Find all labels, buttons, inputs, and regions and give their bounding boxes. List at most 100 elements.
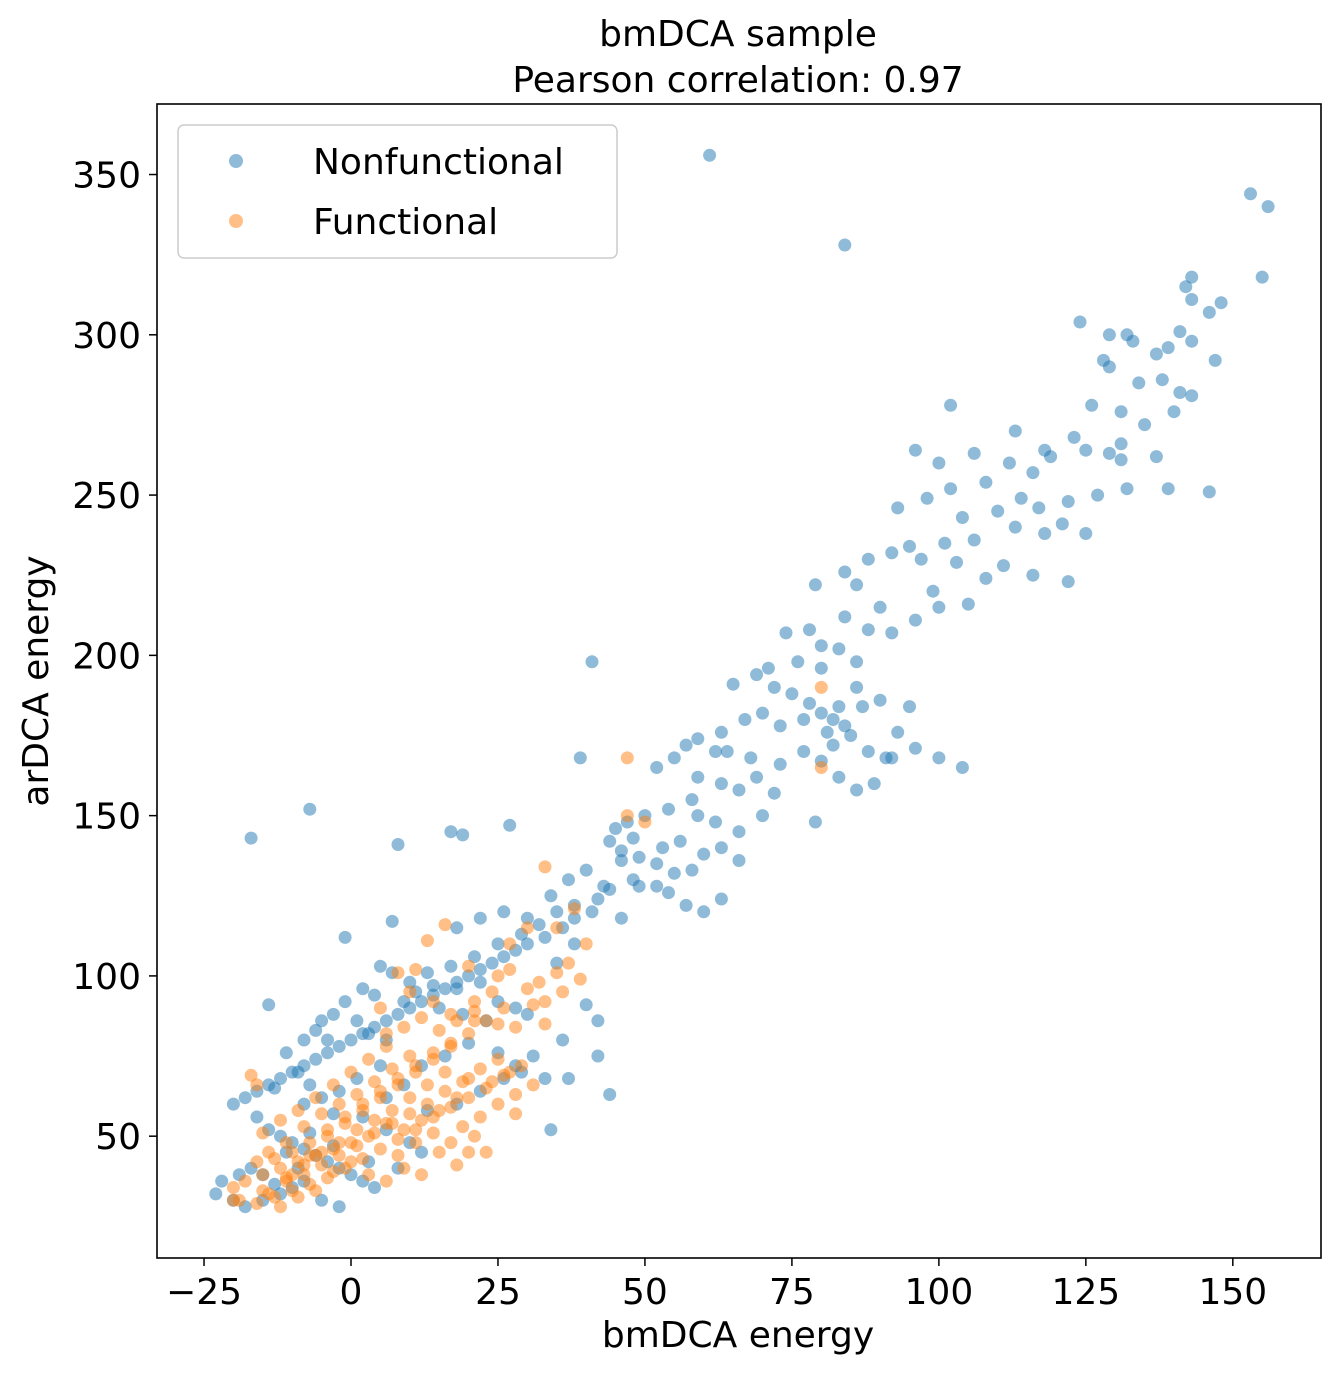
point-functional-7 xyxy=(579,937,593,951)
point-functional-128 xyxy=(344,1065,358,1079)
point-nonfunctional-305 xyxy=(368,988,381,1002)
point-nonfunctional-278 xyxy=(808,815,822,829)
y-tick-label: 150 xyxy=(72,797,141,838)
point-nonfunctional-282 xyxy=(691,809,705,823)
point-nonfunctional-203 xyxy=(444,825,458,839)
point-nonfunctional-115 xyxy=(873,693,887,707)
point-functional-56 xyxy=(462,1091,476,1105)
point-functional-22 xyxy=(491,1017,505,1031)
point-nonfunctional-141 xyxy=(714,841,728,855)
point-functional-104 xyxy=(497,1001,511,1015)
point-nonfunctional-113 xyxy=(891,725,905,739)
point-functional-160 xyxy=(456,1120,470,1134)
point-nonfunctional-84 xyxy=(779,626,793,640)
point-functional-80 xyxy=(450,1158,464,1172)
x-tick-label: 100 xyxy=(905,1272,974,1313)
point-nonfunctional-207 xyxy=(573,751,587,765)
point-functional-71 xyxy=(403,1107,417,1121)
y-tick-label: 100 xyxy=(72,957,141,998)
point-nonfunctional-213 xyxy=(562,873,575,887)
point-nonfunctional-36 xyxy=(1067,430,1081,444)
point-nonfunctional-138 xyxy=(667,866,681,880)
point-nonfunctional-11 xyxy=(1102,328,1116,342)
point-functional-145 xyxy=(538,995,552,1009)
point-functional-109 xyxy=(332,1097,346,1111)
point-nonfunctional-9 xyxy=(1202,305,1216,319)
point-functional-149 xyxy=(468,995,481,1009)
point-nonfunctional-211 xyxy=(520,911,534,925)
point-nonfunctional-253 xyxy=(268,1081,282,1095)
point-nonfunctional-199 xyxy=(303,802,317,816)
y-axis-ticks: 50 100 150 200 250 300 350 xyxy=(72,156,157,1158)
point-nonfunctional-30 xyxy=(1008,424,1022,438)
y-tick-label: 200 xyxy=(72,636,141,677)
point-nonfunctional-187 xyxy=(368,1181,381,1194)
point-nonfunctional-156 xyxy=(462,969,476,983)
point-nonfunctional-27 xyxy=(1167,405,1181,419)
point-nonfunctional-314 xyxy=(279,1046,293,1060)
point-nonfunctional-271 xyxy=(932,751,946,765)
point-nonfunctional-124 xyxy=(691,770,705,784)
point-nonfunctional-96 xyxy=(814,706,828,720)
point-functional-82 xyxy=(415,1168,428,1182)
point-functional-93 xyxy=(303,1148,317,1162)
point-nonfunctional-4 xyxy=(1255,270,1269,284)
point-functional-18 xyxy=(373,1001,387,1015)
point-nonfunctional-198 xyxy=(244,831,258,845)
point-nonfunctional-136 xyxy=(632,850,646,864)
point-functional-121 xyxy=(373,1084,387,1098)
point-functional-115 xyxy=(268,1152,282,1166)
point-nonfunctional-107 xyxy=(773,757,787,771)
point-functional-108 xyxy=(350,1088,364,1101)
point-nonfunctional-158 xyxy=(438,982,452,996)
point-functional-19 xyxy=(426,995,440,1009)
point-nonfunctional-285 xyxy=(626,831,640,845)
point-functional-50 xyxy=(356,1152,370,1166)
point-nonfunctional-50 xyxy=(944,482,958,496)
point-nonfunctional-99 xyxy=(797,713,811,726)
point-nonfunctional-24 xyxy=(1185,389,1199,403)
plot-frame xyxy=(156,103,1322,1259)
x-tick-label: 150 xyxy=(1198,1272,1267,1313)
point-nonfunctional-114 xyxy=(903,700,916,714)
point-nonfunctional-274 xyxy=(850,783,864,797)
point-functional-122 xyxy=(391,1072,405,1085)
point-nonfunctional-283 xyxy=(673,834,687,848)
point-nonfunctional-172 xyxy=(274,1072,287,1085)
point-nonfunctional-95 xyxy=(803,696,816,710)
point-nonfunctional-43 xyxy=(979,475,993,489)
point-functional-78 xyxy=(479,1145,493,1159)
point-nonfunctional-5 xyxy=(1185,270,1199,284)
point-nonfunctional-281 xyxy=(709,815,722,829)
point-nonfunctional-134 xyxy=(603,834,617,848)
x-tick-label: −25 xyxy=(166,1272,242,1313)
x-tick-label: 50 xyxy=(622,1272,668,1313)
point-nonfunctional-90 xyxy=(761,661,775,675)
point-functional-118 xyxy=(321,1123,334,1137)
point-functional-169 xyxy=(391,1148,405,1162)
point-nonfunctional-293 xyxy=(550,905,564,919)
point-nonfunctional-298 xyxy=(444,959,458,973)
point-nonfunctional-251 xyxy=(321,1033,334,1047)
point-functional-161 xyxy=(473,1110,487,1124)
point-functional-125 xyxy=(444,1036,458,1050)
point-nonfunctional-308 xyxy=(326,1007,340,1021)
point-functional-159 xyxy=(279,1171,293,1185)
point-functional-157 xyxy=(315,1145,329,1159)
series-functional xyxy=(226,680,828,1214)
chart-title: bmDCA sample xyxy=(599,14,877,55)
point-functional-136 xyxy=(379,1027,393,1041)
point-functional-167 xyxy=(426,1126,440,1140)
point-functional-59 xyxy=(515,1059,528,1073)
legend: Nonfunctional Functional xyxy=(177,124,618,259)
point-functional-67 xyxy=(332,1148,346,1162)
y-tick-label: 50 xyxy=(95,1117,141,1158)
point-nonfunctional-204 xyxy=(456,828,470,842)
point-nonfunctional-49 xyxy=(1061,495,1075,508)
point-functional-23 xyxy=(509,1020,523,1034)
point-functional-144 xyxy=(556,985,570,999)
point-functional-6 xyxy=(538,860,552,874)
point-nonfunctional-88 xyxy=(814,661,828,675)
point-nonfunctional-220 xyxy=(591,1014,605,1028)
point-nonfunctional-58 xyxy=(1079,527,1093,540)
